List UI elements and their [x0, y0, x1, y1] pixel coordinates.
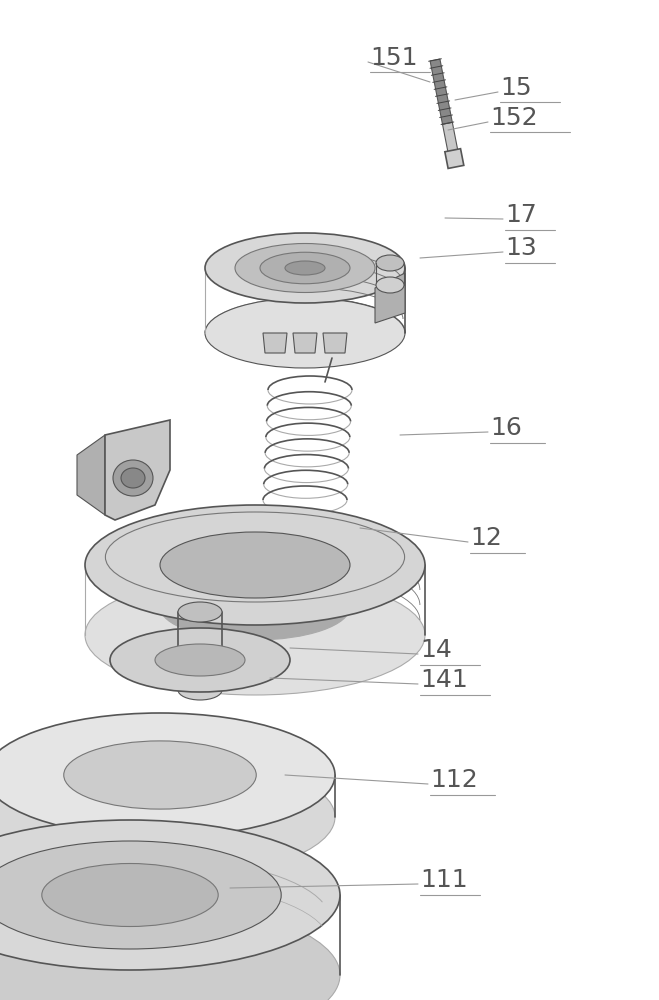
Ellipse shape — [376, 255, 404, 271]
Ellipse shape — [260, 252, 350, 284]
Polygon shape — [263, 333, 287, 353]
Ellipse shape — [42, 863, 218, 926]
Text: 16: 16 — [490, 416, 522, 440]
Ellipse shape — [0, 820, 340, 970]
Polygon shape — [105, 420, 170, 520]
Ellipse shape — [205, 233, 405, 303]
Ellipse shape — [85, 505, 425, 625]
Polygon shape — [430, 59, 452, 124]
Ellipse shape — [178, 602, 222, 622]
Ellipse shape — [285, 261, 325, 275]
Ellipse shape — [376, 277, 404, 293]
Text: 151: 151 — [370, 46, 418, 70]
Text: 13: 13 — [505, 236, 536, 260]
Ellipse shape — [160, 574, 350, 640]
Ellipse shape — [160, 532, 350, 598]
Ellipse shape — [121, 468, 145, 488]
Text: 15: 15 — [500, 76, 532, 100]
Ellipse shape — [0, 841, 281, 949]
Ellipse shape — [235, 243, 375, 292]
Text: 12: 12 — [470, 526, 502, 550]
Ellipse shape — [205, 298, 405, 368]
Polygon shape — [77, 435, 105, 515]
Ellipse shape — [155, 644, 245, 676]
Text: 17: 17 — [505, 203, 536, 227]
Ellipse shape — [178, 680, 222, 700]
Ellipse shape — [0, 900, 340, 1000]
Ellipse shape — [0, 755, 335, 879]
Text: 112: 112 — [430, 768, 478, 792]
Polygon shape — [445, 149, 464, 168]
Ellipse shape — [64, 741, 256, 809]
Ellipse shape — [0, 713, 335, 837]
Polygon shape — [323, 333, 347, 353]
Polygon shape — [442, 122, 460, 163]
Ellipse shape — [113, 460, 153, 496]
Text: 14: 14 — [420, 638, 452, 662]
Text: 111: 111 — [420, 868, 468, 892]
Polygon shape — [293, 333, 317, 353]
Text: 141: 141 — [420, 668, 468, 692]
Ellipse shape — [85, 575, 425, 695]
Polygon shape — [375, 273, 405, 323]
Ellipse shape — [110, 628, 290, 692]
Text: 152: 152 — [490, 106, 538, 130]
